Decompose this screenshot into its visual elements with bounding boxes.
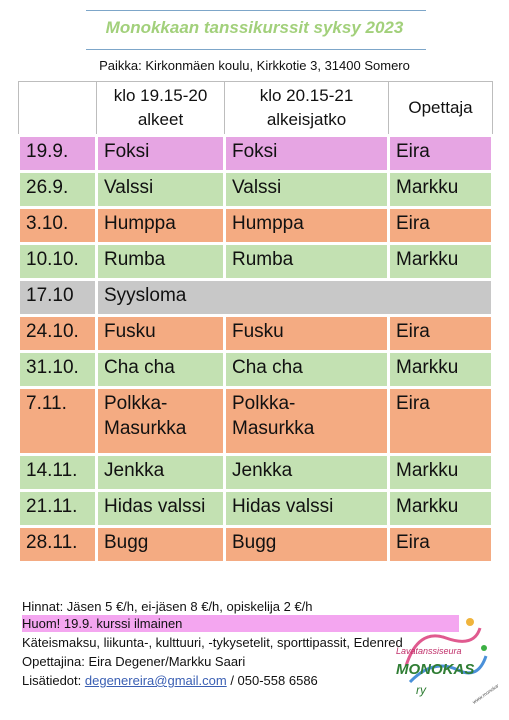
page-title: Monokkaan tanssikurssit syksy 2023 xyxy=(105,18,404,37)
row-beginners-dance: Cha cha xyxy=(95,350,226,389)
row-teacher: Eira xyxy=(387,386,494,456)
phone-number: / 050-558 6586 xyxy=(226,673,318,688)
table-row: 3.10. Humppa Humppa Eira xyxy=(17,206,494,245)
info-label: Lisätiedot: xyxy=(22,673,85,688)
row-continuation-dance: Fusku xyxy=(223,314,390,353)
row-teacher: Markku xyxy=(387,453,494,492)
row-date: 7.11. xyxy=(17,386,98,456)
row-date: 24.10. xyxy=(17,314,98,353)
table-row: 7.11. Polkka- Masurkka Polkka- Masurkka Eira xyxy=(17,386,494,456)
table-row: 17.10 Syysloma xyxy=(17,278,494,317)
row-date: 21.11. xyxy=(17,489,98,528)
row-beginners-dance: Bugg xyxy=(95,525,226,564)
row-beginners-dance: Hidas valssi xyxy=(95,489,226,528)
table-row: 28.11. Bugg Bugg Eira xyxy=(17,525,494,564)
row-continuation-dance: Humppa xyxy=(223,206,390,245)
row-teacher: Markku xyxy=(387,242,494,281)
header-continuation: klo 20.15-21 alkeisjatko xyxy=(224,81,389,136)
header-date xyxy=(18,81,97,136)
logo-text-top: Lavatanssiseura xyxy=(396,646,462,656)
header-beginners: klo 19.15-20 alkeet xyxy=(96,81,225,136)
logo-url: www.monokas.fi xyxy=(472,680,498,706)
row-beginners-dance: Foksi xyxy=(95,134,226,173)
row-beginners-dance: Polkka- Masurkka xyxy=(95,386,226,456)
row-beginners-dance: Humppa xyxy=(95,206,226,245)
logo-text-ry: ry xyxy=(416,683,427,697)
row-teacher: Eira xyxy=(387,314,494,353)
logo-text-main: MONOKAS xyxy=(396,661,474,678)
free-course-note: Huom! 19.9. kurssi ilmainen xyxy=(22,615,459,632)
row-date: 14.11. xyxy=(17,453,98,492)
prices-line: Hinnat: Jäsen 5 €/h, ei-jäsen 8 €/h, opi… xyxy=(22,599,313,614)
row-continuation-dance: Polkka- Masurkka xyxy=(223,386,390,456)
row-beginners-dance: Fusku xyxy=(95,314,226,353)
title-rule-bottom xyxy=(86,49,426,50)
table-row: 24.10. Fusku Fusku Eira xyxy=(17,314,494,353)
row-continuation-dance: Valssi xyxy=(223,170,390,209)
table-row: 31.10. Cha cha Cha cha Markku xyxy=(17,350,494,389)
email-link[interactable]: degenereira@gmail.com xyxy=(84,673,227,688)
row-date: 10.10. xyxy=(17,242,98,281)
row-continuation-dance: Cha cha xyxy=(223,350,390,389)
row-teacher: Eira xyxy=(387,206,494,245)
row-date: 28.11. xyxy=(17,525,98,564)
row-date: 19.9. xyxy=(17,134,98,173)
schedule-table: klo 19.15-20 alkeet klo 20.15-21 alkeisjat… xyxy=(17,81,494,564)
header-row: klo 19.15-20 alkeet klo 20.15-21 alkeisjat… xyxy=(18,81,493,136)
row-continuation-dance: Rumba xyxy=(223,242,390,281)
table-row: 26.9. Valssi Valssi Markku xyxy=(17,170,494,209)
row-teacher: Markku xyxy=(387,489,494,528)
row-date: 3.10. xyxy=(17,206,98,245)
row-beginners-dance: Valssi xyxy=(95,170,226,209)
row-note: Syysloma xyxy=(95,278,494,317)
row-continuation-dance: Foksi xyxy=(223,134,390,173)
contact-line: Lisätiedot: degenereira@gmail.com / 050-… xyxy=(22,672,318,689)
monokas-logo: Lavatanssiseura MONOKAS ry www.monokas.f… xyxy=(388,608,505,708)
table-row: 10.10. Rumba Rumba Markku xyxy=(17,242,494,281)
table-row: 21.11. Hidas valssi Hidas valssi Markku xyxy=(17,489,494,528)
table-row: 19.9. Foksi Foksi Eira xyxy=(17,134,494,173)
venue-line: Paikka: Kirkonmäen koulu, Kirkkotie 3, 3… xyxy=(99,58,410,73)
row-teacher: Eira xyxy=(387,525,494,564)
row-continuation-dance: Jenkka xyxy=(223,453,390,492)
row-beginners-dance: Jenkka xyxy=(95,453,226,492)
row-date: 26.9. xyxy=(17,170,98,209)
row-teacher: Eira xyxy=(387,134,494,173)
row-teacher: Markku xyxy=(387,350,494,389)
row-date: 31.10. xyxy=(17,350,98,389)
table-row: 14.11. Jenkka Jenkka Markku xyxy=(17,453,494,492)
row-teacher: Markku xyxy=(387,170,494,209)
row-continuation-dance: Bugg xyxy=(223,525,390,564)
header-teacher: Opettaja xyxy=(388,81,493,136)
row-beginners-dance: Rumba xyxy=(95,242,226,281)
row-date: 17.10 xyxy=(17,278,98,317)
row-continuation-dance: Hidas valssi xyxy=(223,489,390,528)
title-rule-top xyxy=(86,10,426,11)
teachers-line: Opettajina: Eira Degener/Markku Saari xyxy=(22,654,246,669)
payment-methods: Käteismaksu, liikunta-, kulttuuri, -tyky… xyxy=(22,635,403,650)
